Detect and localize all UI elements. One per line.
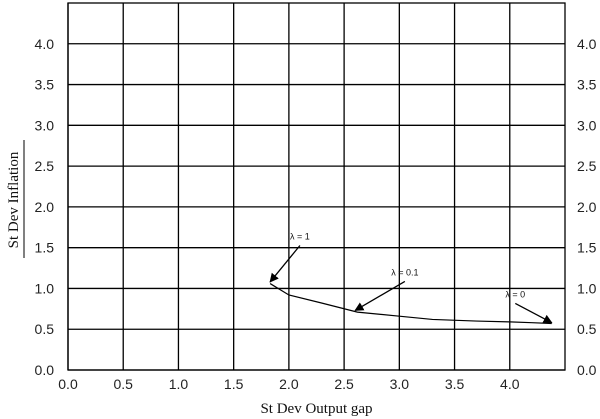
y-axis-tick-labels-right: 0.0 0.5 1.0 1.5 2.0 2.5 3.0 3.5 4.0 bbox=[577, 36, 597, 378]
plot-frame bbox=[67, 2, 566, 371]
y-tick-label-left: 3.0 bbox=[35, 117, 55, 133]
annotation-arrow bbox=[514, 302, 553, 324]
y-tick-label-left: 1.0 bbox=[35, 280, 55, 296]
annotations: λ = 1 λ = 0.1 λ = 0 bbox=[269, 232, 553, 324]
y-axis-tick-labels-left: 0.0 0.5 1.0 1.5 2.0 2.5 3.0 3.5 4.0 bbox=[35, 36, 55, 378]
y-tick-label-left: 2.5 bbox=[35, 158, 55, 174]
x-tick-label: 0.5 bbox=[113, 376, 133, 392]
y-tick-label-left: 3.5 bbox=[35, 77, 55, 93]
y-tick-label-right: 2.0 bbox=[577, 199, 597, 215]
x-tick-label: 1.5 bbox=[224, 376, 244, 392]
x-axis-tick-labels: 0.0 0.5 1.0 1.5 2.0 2.5 3.0 3.5 4.0 bbox=[58, 376, 519, 392]
x-tick-label: 1.0 bbox=[169, 376, 189, 392]
annotation-label: λ = 0.1 bbox=[391, 267, 418, 277]
y-tick-label-right: 1.0 bbox=[577, 280, 597, 296]
y-tick-label-left: 0.5 bbox=[35, 321, 55, 337]
x-tick-label: 3.5 bbox=[445, 376, 465, 392]
annotation-arrow bbox=[269, 245, 301, 283]
y-axis-label: St Dev Inflation bbox=[6, 151, 22, 248]
y-tick-label-right: 2.5 bbox=[577, 158, 597, 174]
x-tick-label: 2.0 bbox=[279, 376, 299, 392]
x-tick-label: 4.0 bbox=[500, 376, 520, 392]
y-tick-label-left: 4.0 bbox=[35, 36, 55, 52]
annotation-label: λ = 0 bbox=[505, 289, 525, 299]
y-tick-label-right: 1.5 bbox=[577, 240, 597, 256]
x-axis-label: St Dev Output gap bbox=[260, 401, 372, 417]
y-tick-label-right: 4.0 bbox=[577, 36, 597, 52]
y-tick-label-right: 3.0 bbox=[577, 117, 597, 133]
y-tick-label-right: 0.5 bbox=[577, 321, 597, 337]
annotation-arrow bbox=[354, 280, 406, 312]
y-tick-label-left: 1.5 bbox=[35, 240, 55, 256]
grid-lines bbox=[67, 3, 565, 371]
series-line bbox=[269, 283, 552, 325]
series-group bbox=[269, 283, 552, 325]
x-tick-label: 3.0 bbox=[390, 376, 410, 392]
y-tick-label-right: 3.5 bbox=[577, 77, 597, 93]
x-tick-label: 2.5 bbox=[334, 376, 354, 392]
y-tick-label-left: 0.0 bbox=[35, 362, 55, 378]
annotation-label: λ = 1 bbox=[290, 232, 310, 242]
y-tick-label-left: 2.0 bbox=[35, 199, 55, 215]
x-tick-label: 0.0 bbox=[58, 376, 78, 392]
y-tick-label-right: 0.0 bbox=[577, 362, 597, 378]
